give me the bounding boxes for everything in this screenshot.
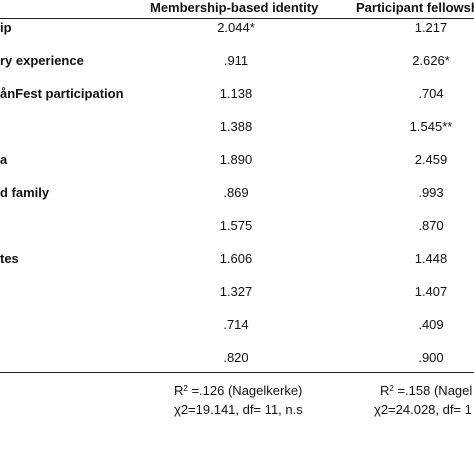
cell-participant: .870	[418, 218, 444, 233]
cell-participant: .704	[418, 86, 444, 101]
cell-membership: 1.606	[219, 251, 253, 266]
cell-membership: 1.575	[219, 218, 253, 233]
r-squared-participant: R2 =.158 (Nagel	[380, 383, 473, 398]
cell-membership: 1.890	[219, 152, 253, 167]
cell-participant: .993	[418, 185, 444, 200]
cell-membership: .911	[223, 53, 249, 68]
cell-participant: .409	[418, 317, 444, 332]
cell-membership: .820	[223, 350, 249, 365]
row-label: tes	[0, 251, 19, 266]
r-squared-value: =.126 (Nagelkerke)	[191, 383, 303, 398]
row-label: d family	[0, 185, 50, 200]
row-label: ånFest participation	[0, 86, 124, 101]
cell-membership: 1.327	[219, 284, 253, 299]
cell-participant: .900	[418, 350, 444, 365]
cell-membership: .714	[223, 317, 249, 332]
cell-participant: 2.459	[414, 152, 448, 167]
column-header-participant: Participant fellowsh	[356, 0, 474, 15]
chi-square-membership: χ2=19.141, df= 11, n.s	[174, 402, 303, 417]
cell-participant: 1.448	[414, 251, 448, 266]
cell-participant: 1.217	[414, 20, 448, 35]
cell-participant: 2.626*	[412, 53, 450, 68]
r-squared-value: =.158 (Nagel	[397, 383, 473, 398]
row-label: ip	[0, 20, 12, 35]
chi-square-participant: χ2=24.028, df= 1	[374, 402, 472, 417]
cell-membership: 2.044*	[217, 20, 255, 35]
r-squared-membership: R2 =.126 (Nagelkerke)	[174, 383, 303, 398]
cell-membership: .869	[223, 185, 249, 200]
column-header-membership: Membership-based identity	[150, 0, 319, 15]
footer-rule	[0, 372, 474, 373]
cell-membership: 1.138	[219, 86, 253, 101]
cell-participant: 1.407	[414, 284, 448, 299]
header-rule	[0, 18, 474, 19]
cell-membership: 1.388	[219, 119, 253, 134]
cell-participant: 1.545**	[409, 119, 453, 134]
row-label: a	[0, 152, 8, 167]
row-label: ry experience	[0, 53, 84, 68]
